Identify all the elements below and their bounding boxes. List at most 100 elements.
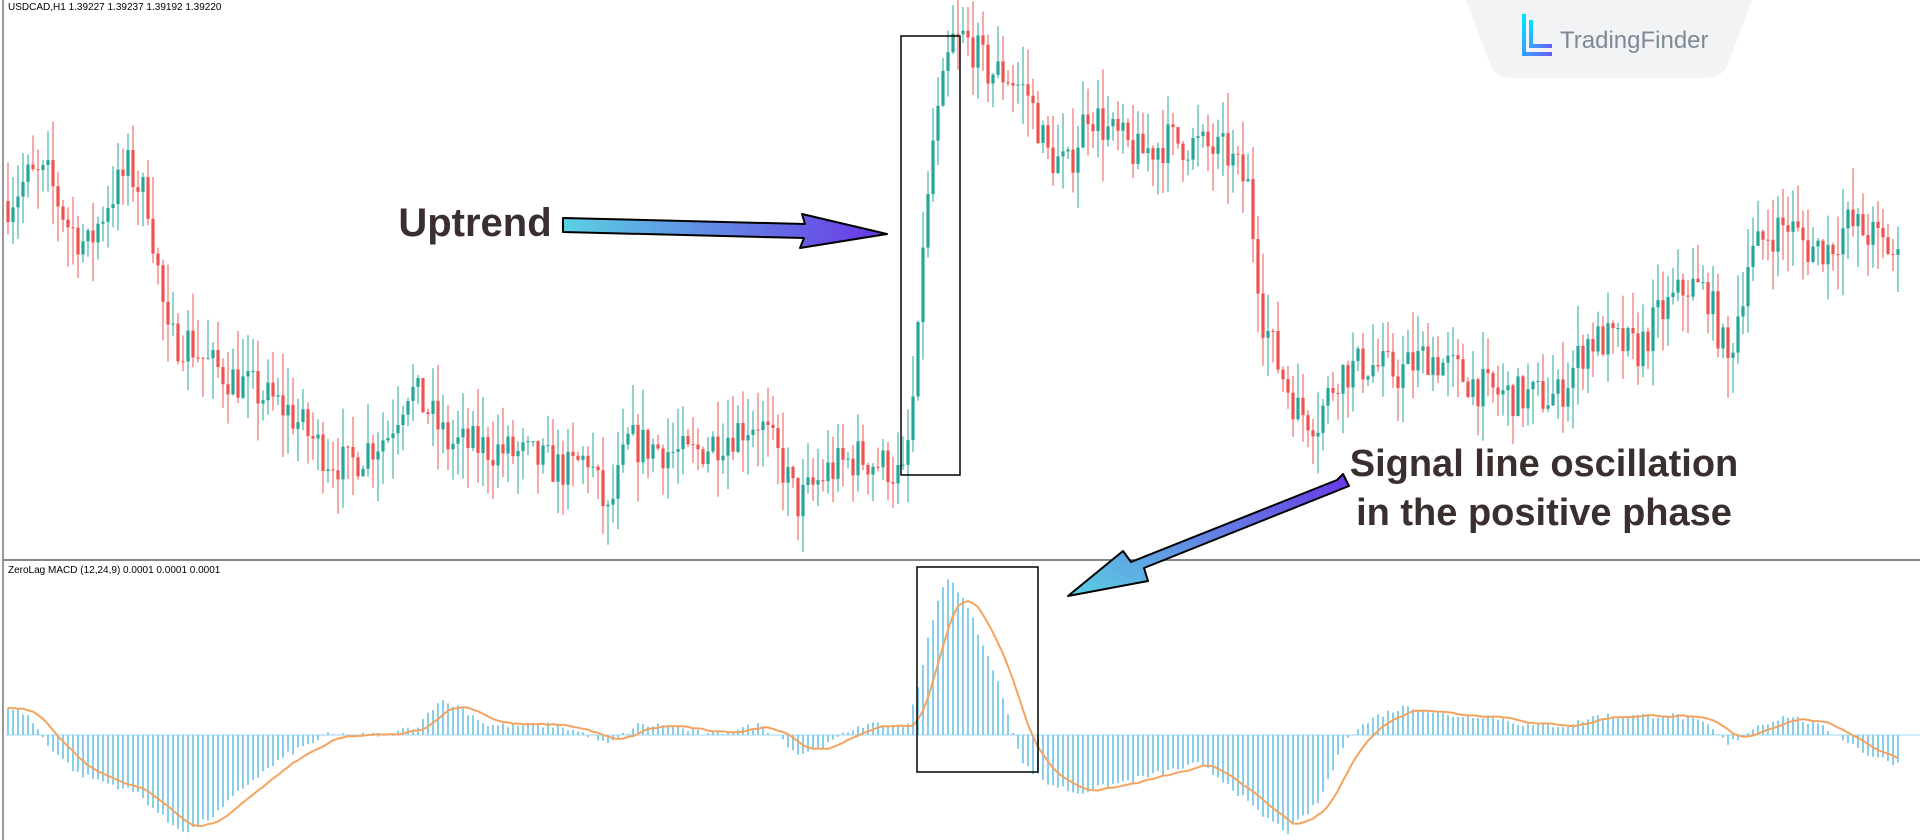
candle-body	[231, 369, 235, 395]
candle-body	[846, 458, 850, 460]
candle-body	[1511, 385, 1515, 417]
candle-body	[476, 426, 480, 454]
candle-body	[1136, 133, 1140, 164]
candle-body	[1126, 122, 1130, 141]
candle-body	[101, 221, 105, 224]
candle-body	[621, 444, 625, 465]
candle-body	[1626, 327, 1630, 352]
candle-body	[996, 61, 1000, 75]
candle-body	[746, 434, 750, 441]
candle-body	[966, 30, 970, 38]
candle-body	[566, 451, 570, 485]
candle-body	[681, 436, 685, 450]
candle-body	[391, 433, 395, 439]
candle-body	[916, 322, 920, 397]
candle-body	[911, 396, 915, 441]
candle-body	[1741, 306, 1745, 317]
candle-body	[1246, 179, 1250, 182]
candle-body	[1346, 365, 1350, 388]
candle-body	[1491, 373, 1495, 388]
candle-body	[1661, 300, 1665, 320]
candle-body	[1021, 84, 1025, 86]
candle-body	[1621, 328, 1625, 352]
candle-body	[31, 164, 35, 170]
candle-body	[1171, 124, 1175, 128]
candle-body	[461, 428, 465, 438]
candle-body	[1361, 348, 1365, 380]
candle-body	[686, 436, 690, 445]
candle-body	[716, 436, 720, 461]
candle-body	[1446, 355, 1450, 363]
candle-body	[1116, 118, 1120, 131]
candle-body	[1471, 379, 1475, 397]
candle-body	[301, 409, 305, 423]
candle-body	[341, 446, 345, 480]
candle-body	[1146, 148, 1150, 154]
candle-body	[571, 451, 575, 456]
candle-body	[901, 464, 905, 466]
candle-body	[576, 455, 580, 460]
candle-body	[1176, 127, 1180, 144]
candle-body	[866, 464, 870, 475]
candle-body	[671, 451, 675, 453]
candle-body	[656, 444, 660, 449]
candle-body	[1106, 126, 1110, 140]
candle-body	[266, 382, 270, 401]
candle-body	[881, 450, 885, 468]
candle-body	[1571, 367, 1575, 389]
candle-body	[1601, 326, 1605, 355]
candle-body	[1121, 122, 1125, 131]
uptrend-label: Uptrend	[398, 201, 551, 245]
candles-group	[6, 0, 1900, 552]
candle-body	[1591, 339, 1595, 352]
candle-body	[526, 441, 530, 443]
candle-body	[841, 447, 845, 460]
macd-panel: ZeroLag MACD (12,24,9) 0.0001 0.0001 0.0…	[6, 565, 1920, 835]
candle-body	[691, 444, 695, 446]
candle-body	[166, 301, 170, 325]
candle-body	[536, 441, 540, 465]
candle-body	[51, 160, 55, 187]
candle-body	[1431, 357, 1435, 375]
candle-body	[1791, 221, 1795, 232]
candle-body	[411, 386, 415, 401]
candle-body	[1326, 388, 1330, 406]
candle-body	[776, 427, 780, 449]
candle-body	[1461, 359, 1465, 382]
candle-body	[856, 441, 860, 476]
candle-body	[1536, 380, 1540, 382]
candle-body	[1466, 381, 1470, 397]
candle-body	[46, 160, 50, 165]
candle-body	[211, 350, 215, 359]
candle-body	[336, 470, 340, 480]
candle-body	[1636, 333, 1640, 367]
candle-body	[331, 469, 335, 471]
candle-body	[1871, 221, 1875, 245]
candle-body	[936, 105, 940, 141]
candle-body	[1436, 357, 1440, 376]
candle-body	[1216, 136, 1220, 154]
candle-body	[876, 466, 880, 468]
candle-body	[516, 450, 520, 457]
candle-body	[796, 478, 800, 517]
candle-body	[1186, 159, 1190, 161]
candle-body	[1551, 393, 1555, 406]
candle-body	[466, 428, 470, 448]
candle-body	[1891, 253, 1895, 255]
candle-body	[186, 330, 190, 362]
candle-body	[801, 484, 805, 517]
candle-body	[106, 208, 110, 222]
candle-body	[1846, 209, 1850, 229]
candle-body	[851, 458, 855, 476]
candle-body	[1341, 365, 1345, 394]
candle-body	[1101, 108, 1105, 140]
candle-body	[1651, 307, 1655, 352]
signal-highlight-box	[916, 566, 1039, 773]
candle-body	[261, 400, 265, 404]
candle-body	[6, 201, 10, 223]
candle-body	[921, 247, 925, 323]
candle-body	[171, 323, 175, 325]
candle-body	[1476, 379, 1480, 407]
candle-body	[1091, 124, 1095, 132]
